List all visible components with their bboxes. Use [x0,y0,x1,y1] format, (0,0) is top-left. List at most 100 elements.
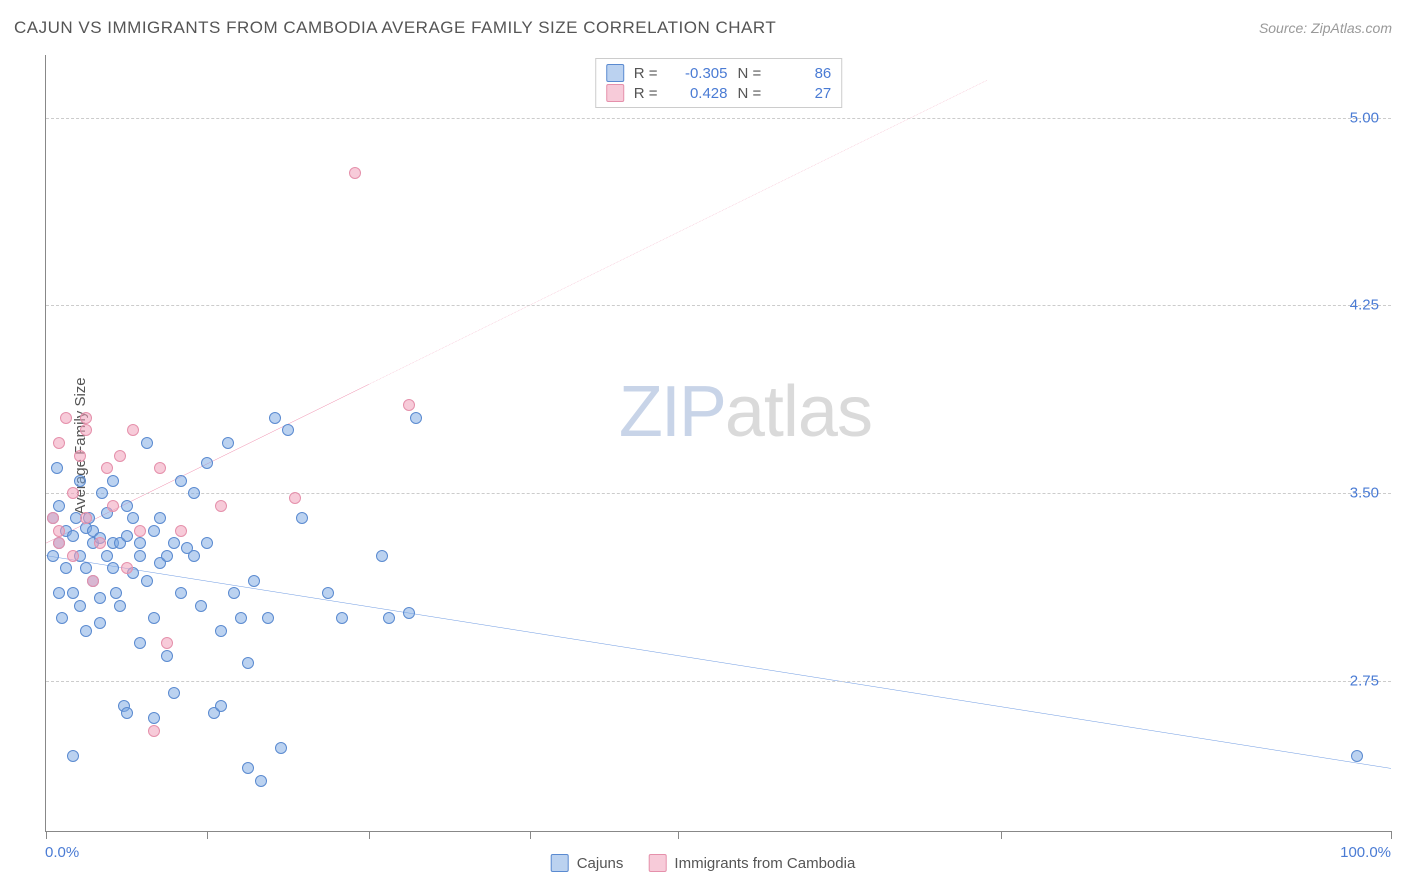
data-point [74,475,86,487]
data-point [403,399,415,411]
x-tick [678,831,679,839]
data-point [127,512,139,524]
watermark-atlas: atlas [725,372,872,452]
data-point [161,550,173,562]
data-point [47,512,59,524]
trend-line-dashed [369,80,988,384]
watermark-zip: ZIP [619,372,725,452]
data-point [175,587,187,599]
data-point [80,424,92,436]
data-point [94,617,106,629]
plot-area: ZIPatlas R = -0.305 N = 86 R = 0.428 N =… [45,55,1391,832]
data-point [275,742,287,754]
data-point [175,475,187,487]
data-point [349,167,361,179]
y-tick-label: 5.00 [1350,109,1379,126]
x-axis-label-left: 0.0% [45,844,79,861]
y-tick-label: 4.25 [1350,297,1379,314]
x-tick [1391,831,1392,839]
swatch-1 [606,84,624,102]
data-point [67,750,79,762]
data-point [289,492,301,504]
data-point [94,537,106,549]
data-point [53,537,65,549]
data-point [107,475,119,487]
stats-row-1: R = 0.428 N = 27 [606,83,832,103]
x-tick [46,831,47,839]
data-point [255,775,267,787]
data-point [80,562,92,574]
data-point [134,525,146,537]
data-point [410,412,422,424]
trend-lines-svg [46,55,1391,831]
data-point [248,575,260,587]
chart-title: CAJUN VS IMMIGRANTS FROM CAMBODIA AVERAG… [14,18,776,38]
n-label-1: N = [738,85,762,102]
legend-label-0: Cajuns [577,855,624,872]
stats-row-0: R = -0.305 N = 86 [606,63,832,83]
data-point [121,562,133,574]
data-point [195,600,207,612]
gridline [46,118,1391,119]
data-point [114,450,126,462]
data-point [107,562,119,574]
data-point [188,550,200,562]
data-point [383,612,395,624]
data-point [96,487,108,499]
source-label: Source: ZipAtlas.com [1259,20,1392,36]
data-point [175,525,187,537]
data-point [60,412,72,424]
data-point [51,462,63,474]
n-value-0: 86 [771,65,831,82]
x-tick [530,831,531,839]
data-point [110,587,122,599]
data-point [269,412,281,424]
data-point [148,712,160,724]
data-point [403,607,415,619]
data-point [154,512,166,524]
data-point [53,500,65,512]
data-point [235,612,247,624]
data-point [376,550,388,562]
data-point [161,650,173,662]
watermark: ZIPatlas [619,371,872,453]
data-point [201,457,213,469]
data-point [74,450,86,462]
data-point [67,587,79,599]
swatch-0 [606,64,624,82]
data-point [296,512,308,524]
data-point [101,462,113,474]
data-point [80,412,92,424]
data-point [134,550,146,562]
data-point [148,612,160,624]
data-point [53,525,65,537]
r-value-0: -0.305 [668,65,728,82]
legend-swatch-0 [551,854,569,872]
x-tick [207,831,208,839]
n-value-1: 27 [771,85,831,102]
y-tick-label: 3.50 [1350,485,1379,502]
data-point [161,637,173,649]
legend-label-1: Immigrants from Cambodia [674,855,855,872]
data-point [222,437,234,449]
data-point [141,575,153,587]
data-point [134,637,146,649]
data-point [141,437,153,449]
data-point [282,424,294,436]
data-point [154,462,166,474]
data-point [107,500,119,512]
data-point [242,762,254,774]
data-point [74,600,86,612]
data-point [121,530,133,542]
r-label-0: R = [634,65,658,82]
data-point [60,562,72,574]
data-point [228,587,240,599]
data-point [94,592,106,604]
data-point [242,657,254,669]
x-tick [1001,831,1002,839]
x-axis-label-right: 100.0% [1340,844,1391,861]
data-point [67,530,79,542]
data-point [168,537,180,549]
data-point [121,707,133,719]
gridline [46,493,1391,494]
